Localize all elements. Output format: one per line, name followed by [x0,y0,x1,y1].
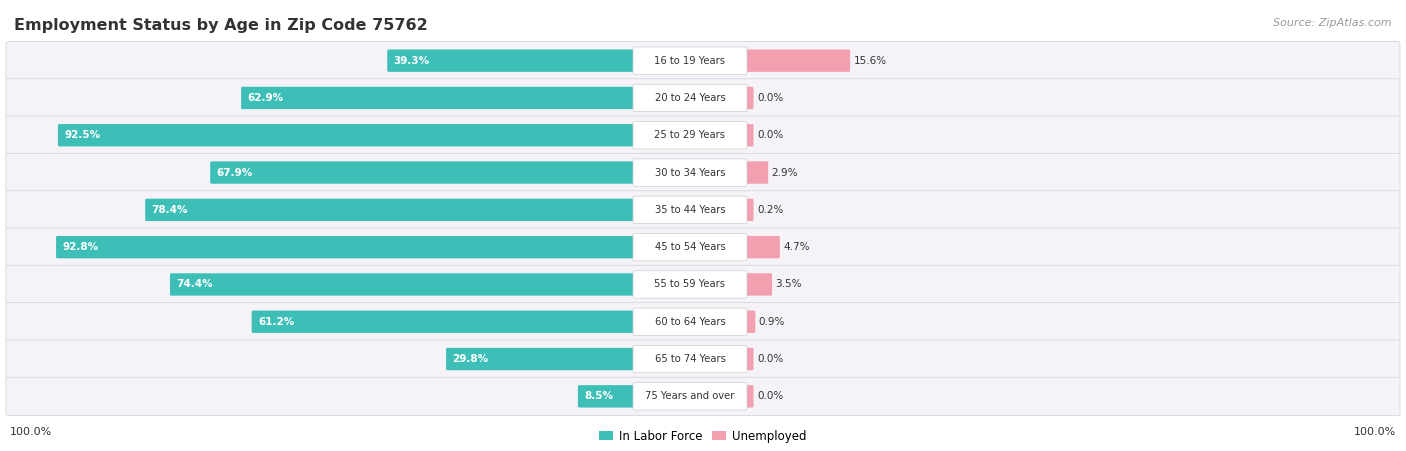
Text: 78.4%: 78.4% [152,205,188,215]
FancyBboxPatch shape [6,41,1400,80]
Text: 0.2%: 0.2% [756,205,783,215]
Text: 100.0%: 100.0% [10,427,52,437]
Text: 25 to 29 Years: 25 to 29 Years [655,130,725,140]
Text: 35 to 44 Years: 35 to 44 Years [655,205,725,215]
FancyBboxPatch shape [6,116,1400,154]
Legend: In Labor Force, Unemployed: In Labor Force, Unemployed [595,425,811,447]
Text: 65 to 74 Years: 65 to 74 Years [655,354,725,364]
Text: 20 to 24 Years: 20 to 24 Years [655,93,725,103]
FancyBboxPatch shape [747,273,772,296]
Text: 61.2%: 61.2% [259,317,294,327]
Text: 67.9%: 67.9% [217,168,253,178]
FancyBboxPatch shape [242,87,634,109]
FancyBboxPatch shape [633,159,747,186]
FancyBboxPatch shape [252,311,634,333]
FancyBboxPatch shape [633,382,747,410]
FancyBboxPatch shape [6,191,1400,229]
FancyBboxPatch shape [633,122,747,149]
FancyBboxPatch shape [747,348,754,370]
FancyBboxPatch shape [633,308,747,336]
Text: 16 to 19 Years: 16 to 19 Years [655,55,725,66]
FancyBboxPatch shape [6,153,1400,192]
Text: 0.9%: 0.9% [759,317,785,327]
Text: 92.5%: 92.5% [65,130,101,140]
Text: 100.0%: 100.0% [1354,427,1396,437]
FancyBboxPatch shape [747,50,851,72]
Text: 4.7%: 4.7% [783,242,810,252]
FancyBboxPatch shape [145,198,634,221]
Text: 0.0%: 0.0% [756,130,783,140]
FancyBboxPatch shape [6,303,1400,341]
Text: Employment Status by Age in Zip Code 75762: Employment Status by Age in Zip Code 757… [14,18,427,33]
FancyBboxPatch shape [747,87,754,109]
FancyBboxPatch shape [633,84,747,112]
FancyBboxPatch shape [633,196,747,224]
FancyBboxPatch shape [58,124,634,147]
Text: 74.4%: 74.4% [177,280,214,290]
Text: 62.9%: 62.9% [247,93,284,103]
FancyBboxPatch shape [633,345,747,373]
FancyBboxPatch shape [633,47,747,74]
Text: 30 to 34 Years: 30 to 34 Years [655,168,725,178]
FancyBboxPatch shape [747,385,754,408]
FancyBboxPatch shape [747,236,780,258]
FancyBboxPatch shape [387,50,634,72]
FancyBboxPatch shape [747,311,755,333]
Text: 8.5%: 8.5% [585,391,613,401]
FancyBboxPatch shape [6,79,1400,117]
Text: 60 to 64 Years: 60 to 64 Years [655,317,725,327]
FancyBboxPatch shape [6,377,1400,415]
Text: 39.3%: 39.3% [394,55,430,66]
FancyBboxPatch shape [56,236,634,258]
Text: 2.9%: 2.9% [772,168,799,178]
Text: 55 to 59 Years: 55 to 59 Years [655,280,725,290]
Text: 0.0%: 0.0% [756,93,783,103]
FancyBboxPatch shape [747,124,754,147]
FancyBboxPatch shape [633,234,747,261]
Text: 45 to 54 Years: 45 to 54 Years [655,242,725,252]
Text: 0.0%: 0.0% [756,354,783,364]
FancyBboxPatch shape [446,348,634,370]
FancyBboxPatch shape [170,273,634,296]
FancyBboxPatch shape [6,228,1400,266]
Text: 92.8%: 92.8% [63,242,98,252]
FancyBboxPatch shape [578,385,634,408]
FancyBboxPatch shape [747,198,754,221]
Text: 75 Years and over: 75 Years and over [645,391,735,401]
FancyBboxPatch shape [6,265,1400,304]
Text: 29.8%: 29.8% [453,354,489,364]
Text: Source: ZipAtlas.com: Source: ZipAtlas.com [1274,18,1392,28]
Text: 3.5%: 3.5% [776,280,801,290]
FancyBboxPatch shape [211,161,634,184]
Text: 15.6%: 15.6% [853,55,887,66]
FancyBboxPatch shape [6,340,1400,378]
Text: 0.0%: 0.0% [756,391,783,401]
FancyBboxPatch shape [633,271,747,298]
FancyBboxPatch shape [747,161,768,184]
